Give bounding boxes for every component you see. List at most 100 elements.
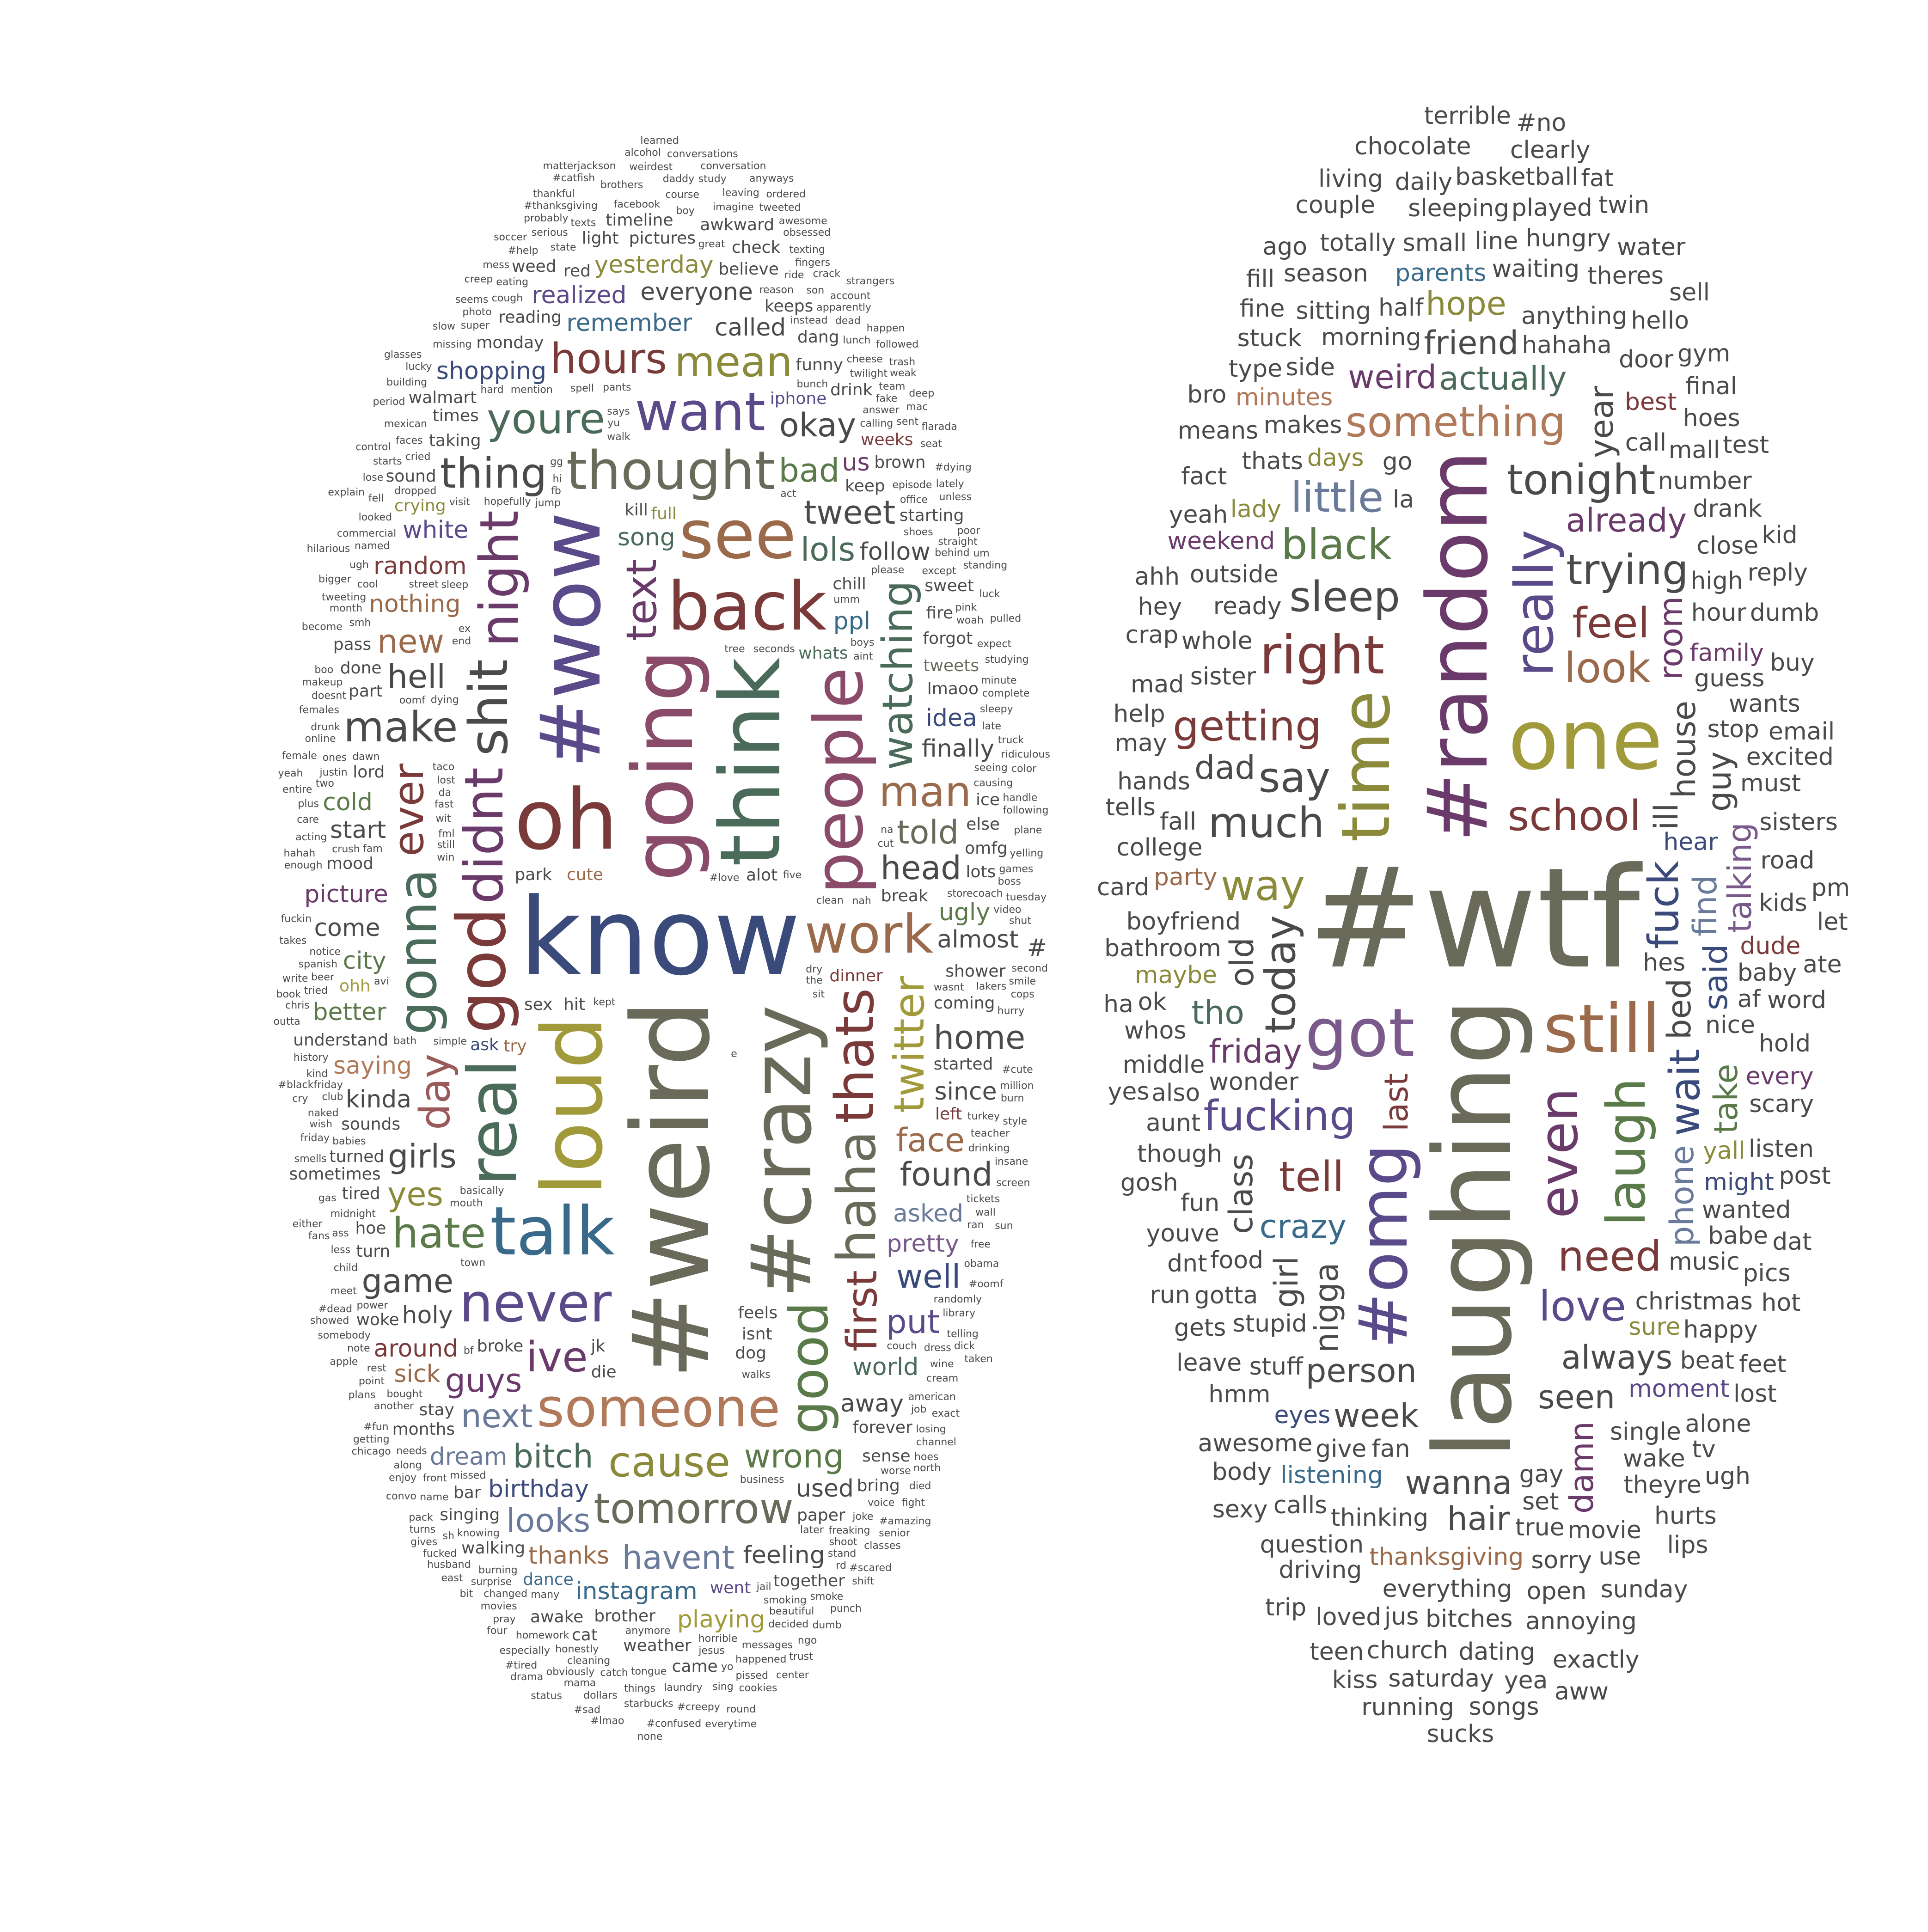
cloud-word: theres	[1587, 262, 1664, 290]
cloud-word: ppl	[833, 607, 871, 636]
cloud-word: side	[1285, 353, 1335, 381]
cloud-word: die	[591, 1362, 617, 1382]
cloud-word: exact	[931, 1408, 960, 1419]
cloud-word: food	[1210, 1246, 1264, 1274]
cloud-word: room	[1652, 596, 1690, 680]
cloud-word: cute	[567, 865, 603, 885]
cloud-word: hurts	[1654, 1502, 1717, 1530]
cloud-word: sweet	[924, 576, 974, 595]
cloud-word: yesterday	[594, 251, 714, 279]
cloud-word: line	[1475, 227, 1518, 256]
cloud-word: tired	[342, 1184, 380, 1204]
cloud-word: white	[403, 516, 469, 544]
cloud-word: ran	[967, 1219, 984, 1231]
cloud-word: spanish	[298, 959, 338, 971]
cloud-word: dinner	[829, 966, 883, 985]
cloud-word: pulled	[990, 613, 1022, 625]
cloud-word: hungry	[1525, 225, 1611, 253]
cloud-word: laughing	[1412, 998, 1536, 1460]
cloud-word: surprise	[471, 1576, 512, 1588]
cloud-word: conversation	[700, 160, 766, 172]
cloud-word: conversations	[667, 148, 738, 160]
cloud-word: fast	[435, 798, 454, 810]
cloud-word: starts	[373, 456, 402, 468]
cloud-word: used	[796, 1474, 854, 1503]
cloud-word: whole	[1181, 627, 1253, 655]
cloud-word: starbucks	[624, 1698, 673, 1710]
cloud-word: ask	[470, 1035, 499, 1055]
cloud-word: haha	[826, 1130, 888, 1263]
cloud-word: dumb	[812, 1620, 842, 1632]
cloud-word: anyways	[749, 173, 794, 185]
cloud-word: sense	[862, 1446, 911, 1466]
cloud-word: the	[806, 974, 823, 986]
cloud-word: obsessed	[783, 226, 831, 238]
cloud-word: naked	[307, 1107, 339, 1119]
cloud-word: expect	[977, 638, 1012, 650]
cloud-word: sister	[1190, 662, 1256, 691]
cloud-word: okay	[779, 406, 857, 445]
cloud-word: jump	[535, 497, 561, 509]
cloud-word: east	[441, 1572, 463, 1584]
cloud-word: chocolate	[1354, 132, 1471, 160]
cloud-word: wants	[1728, 690, 1800, 718]
cloud-word: #help	[508, 245, 539, 257]
cloud-word: point	[358, 1375, 385, 1387]
cloud-word: songs	[1469, 1693, 1539, 1721]
cloud-word: serious	[531, 226, 568, 238]
cloud-word: happen	[866, 323, 905, 335]
cloud-word: thankful	[532, 188, 575, 200]
cloud-word: played	[1511, 194, 1592, 222]
cloud-word: keep	[845, 477, 885, 496]
cloud-word: umm	[833, 594, 860, 606]
cloud-word: weather	[623, 1636, 692, 1655]
cloud-word: style	[1003, 1116, 1028, 1128]
cloud-word: alcohol	[624, 147, 661, 159]
cloud-word: mama	[563, 1677, 596, 1689]
cloud-word: didnt	[453, 767, 516, 904]
cloud-word: days	[1307, 444, 1364, 472]
cloud-word: watching	[874, 580, 923, 770]
cloud-word: type	[1228, 355, 1283, 383]
cloud-word: break	[881, 886, 928, 905]
cloud-word: tree	[724, 643, 745, 655]
cloud-word: care	[297, 813, 319, 825]
cloud-word: light	[581, 228, 619, 248]
cloud-word: excited	[1746, 743, 1834, 771]
cloud-word: leaving	[722, 187, 759, 199]
cloud-word: ive	[526, 1333, 588, 1382]
cloud-word: months	[392, 1419, 455, 1439]
cloud-word: twilight	[850, 368, 888, 379]
cloud-word: hoe	[355, 1218, 386, 1238]
cloud-word: see	[679, 495, 796, 574]
cloud-word: trust	[789, 1651, 813, 1663]
cloud-word: brown	[874, 452, 926, 472]
cloud-word: alone	[1685, 1410, 1751, 1438]
cloud-word: fam	[362, 843, 383, 855]
cloud-word: mad	[1130, 670, 1184, 698]
cloud-word: gotta	[1194, 1281, 1258, 1309]
cloud-word: period	[373, 396, 405, 408]
cloud-word: let	[1817, 908, 1848, 936]
cloud-word: best	[1625, 388, 1677, 416]
cloud-word: looked	[358, 512, 392, 524]
cloud-word: loud	[524, 1016, 621, 1196]
cloud-word: tonight	[1506, 456, 1656, 505]
cloud-word: ago	[1262, 232, 1308, 261]
cloud-word: ok	[1138, 988, 1167, 1016]
cloud-word: aunt	[1146, 1109, 1201, 1137]
cloud-word: lost	[437, 774, 455, 786]
cloud-word: la	[1392, 486, 1414, 514]
cloud-word: lols	[800, 530, 856, 569]
cloud-word: jk	[591, 1337, 606, 1356]
cloud-word: smoking	[763, 1595, 807, 1607]
cloud-word: moment	[1628, 1375, 1730, 1403]
cloud-word: honestly	[555, 1643, 599, 1655]
cloud-word: mean	[674, 337, 793, 386]
cloud-word: says	[607, 406, 630, 418]
cloud-word: wit	[435, 813, 451, 825]
cloud-word: obama	[964, 1258, 999, 1270]
cloud-word: wonder	[1209, 1068, 1299, 1096]
cloud-word: smoke	[810, 1591, 844, 1603]
